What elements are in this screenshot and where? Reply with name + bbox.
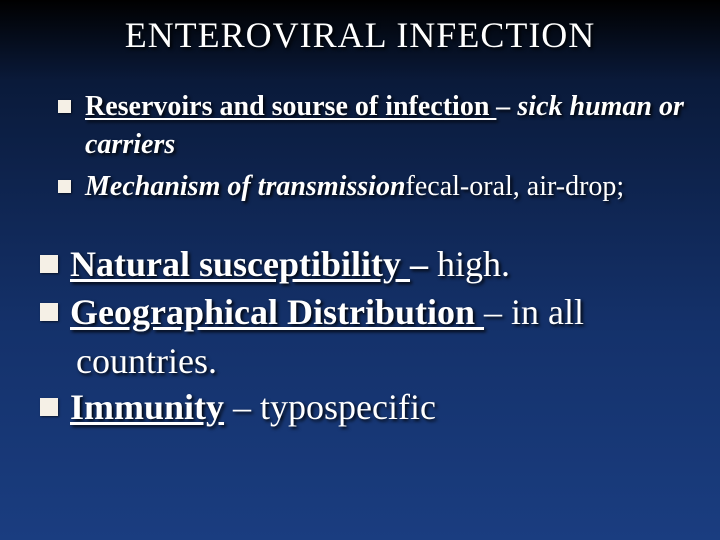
square-bullet-icon xyxy=(58,180,71,193)
list-text: Reservoirs and sourse of infection – sic… xyxy=(85,88,686,164)
list-text-continuation: countries. xyxy=(76,338,686,384)
list-text: Geographical Distribution – in all xyxy=(70,289,584,335)
list-item: Reservoirs and sourse of infection – sic… xyxy=(58,88,686,164)
square-bullet-icon xyxy=(40,303,58,321)
list-text: Natural susceptibility – high. xyxy=(70,241,510,287)
bullet-group-1: Reservoirs and sourse of infection – sic… xyxy=(58,88,686,205)
square-bullet-icon xyxy=(40,255,58,273)
list-item: Mechanism of transmissionfecal-oral, air… xyxy=(58,168,686,206)
list-text: Immunity – typospecific xyxy=(70,384,436,430)
slide-title: ENTEROVIRAL INFECTION xyxy=(34,14,686,56)
list-item: Geographical Distribution – in all xyxy=(40,289,686,335)
bullet-group-2: Natural susceptibility – high. Geographi… xyxy=(40,241,686,429)
list-item: Immunity – typospecific xyxy=(40,384,686,430)
list-item: Natural susceptibility – high. xyxy=(40,241,686,287)
list-text: Mechanism of transmissionfecal-oral, air… xyxy=(85,168,624,206)
square-bullet-icon xyxy=(40,398,58,416)
square-bullet-icon xyxy=(58,100,71,113)
